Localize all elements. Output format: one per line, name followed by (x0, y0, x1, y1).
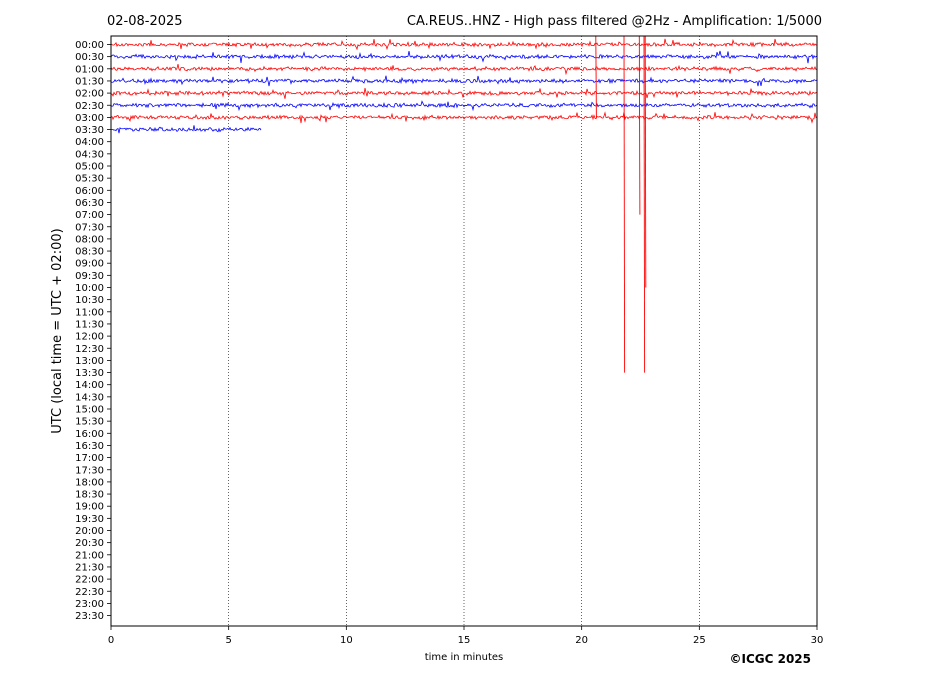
y-tick-label: 18:30 (75, 490, 104, 501)
y-tick-label: 07:00 (75, 210, 104, 221)
y-tick-label: 07:30 (75, 222, 104, 233)
y-tick-label: 13:00 (75, 356, 104, 367)
y-tick-label: 02:00 (75, 89, 104, 100)
y-tick-label: 05:00 (75, 162, 104, 173)
x-tick-label: 30 (811, 635, 824, 646)
y-tick-label: 04:30 (75, 149, 104, 160)
y-tick-label: 08:00 (75, 234, 104, 245)
y-tick-label: 04:00 (75, 137, 104, 148)
trace-0330 (110, 125, 262, 134)
event-spike (623, 35, 626, 373)
y-tick-label: 10:30 (75, 295, 104, 306)
y-tick-label: 09:30 (75, 271, 104, 282)
y-tick-label: 08:30 (75, 247, 104, 258)
y-tick-label: 02:30 (75, 101, 104, 112)
y-tick-label: 06:30 (75, 198, 104, 209)
x-tick-label: 25 (693, 635, 706, 646)
x-tick-label: 10 (340, 635, 353, 646)
y-tick-label: 00:30 (75, 52, 104, 63)
y-tick-label: 16:00 (75, 429, 104, 440)
y-tick-label: 05:30 (75, 174, 104, 185)
y-tick-label: 22:30 (75, 587, 104, 598)
y-tick-label: 12:00 (75, 332, 104, 343)
trace-0030 (110, 50, 818, 64)
x-tick-label: 5 (225, 635, 231, 646)
y-tick-label: 19:30 (75, 514, 104, 525)
y-tick-label: 14:30 (75, 392, 104, 403)
y-tick-label: 01:00 (75, 64, 104, 75)
y-tick-label: 22:00 (75, 575, 104, 586)
y-tick-label: 21:00 (75, 550, 104, 561)
y-tick-label: 06:00 (75, 186, 104, 197)
chart-title: CA.REUS..HNZ - High pass filtered @2Hz -… (407, 14, 822, 29)
y-tick-label: 18:00 (75, 477, 104, 488)
event-spike (644, 35, 647, 288)
x-tick-label: 20 (575, 635, 588, 646)
traces (110, 38, 818, 134)
x-tick-label: 0 (108, 635, 114, 646)
y-tick-label: 14:00 (75, 380, 104, 391)
x-tick-label: 15 (458, 635, 471, 646)
event-spike (643, 35, 646, 373)
y-tick-label: 09:00 (75, 259, 104, 270)
trace-0300 (110, 111, 818, 124)
y-tick-label: 12:30 (75, 344, 104, 355)
date-label: 02-08-2025 (107, 14, 183, 29)
y-tick-label: 15:00 (75, 405, 104, 416)
event-spike (595, 35, 597, 118)
y-tick-label: 20:00 (75, 526, 104, 537)
y-tick-label: 17:30 (75, 465, 104, 476)
y-tick-label: 23:00 (75, 599, 104, 610)
y-tick-label: 17:00 (75, 453, 104, 464)
y-tick-label: 19:00 (75, 502, 104, 513)
y-tick-label: 13:30 (75, 368, 104, 379)
y-tick-label: 01:30 (75, 76, 104, 87)
event-spike (638, 35, 641, 215)
y-tick-label: 03:30 (75, 125, 104, 136)
events (595, 35, 647, 373)
x-axis-label: time in minutes (425, 652, 504, 663)
trace-0230 (110, 100, 818, 112)
y-tick-label: 15:30 (75, 417, 104, 428)
y-tick-label: 10:00 (75, 283, 104, 294)
grid-lines (228, 36, 700, 626)
y-axis-label: UTC (local time = UTC + 02:00) (50, 228, 65, 433)
trace-0000 (110, 38, 818, 51)
y-tick-label: 21:30 (75, 562, 104, 573)
y-tick-label: 11:30 (75, 319, 104, 330)
y-tick-label: 03:00 (75, 113, 104, 124)
x-axis: 0 5 10 15 20 25 30 (108, 626, 824, 646)
trace-0200 (110, 87, 818, 99)
y-tick-label: 20:30 (75, 538, 104, 549)
copyright-label: ©ICGC 2025 (729, 652, 811, 666)
y-tick-label: 00:00 (75, 40, 104, 51)
y-tick-label: 23:30 (75, 611, 104, 622)
y-tick-label: 11:00 (75, 307, 104, 318)
y-tick-label: 16:30 (75, 441, 104, 452)
trace-0100 (110, 64, 818, 76)
trace-0130 (110, 75, 818, 87)
